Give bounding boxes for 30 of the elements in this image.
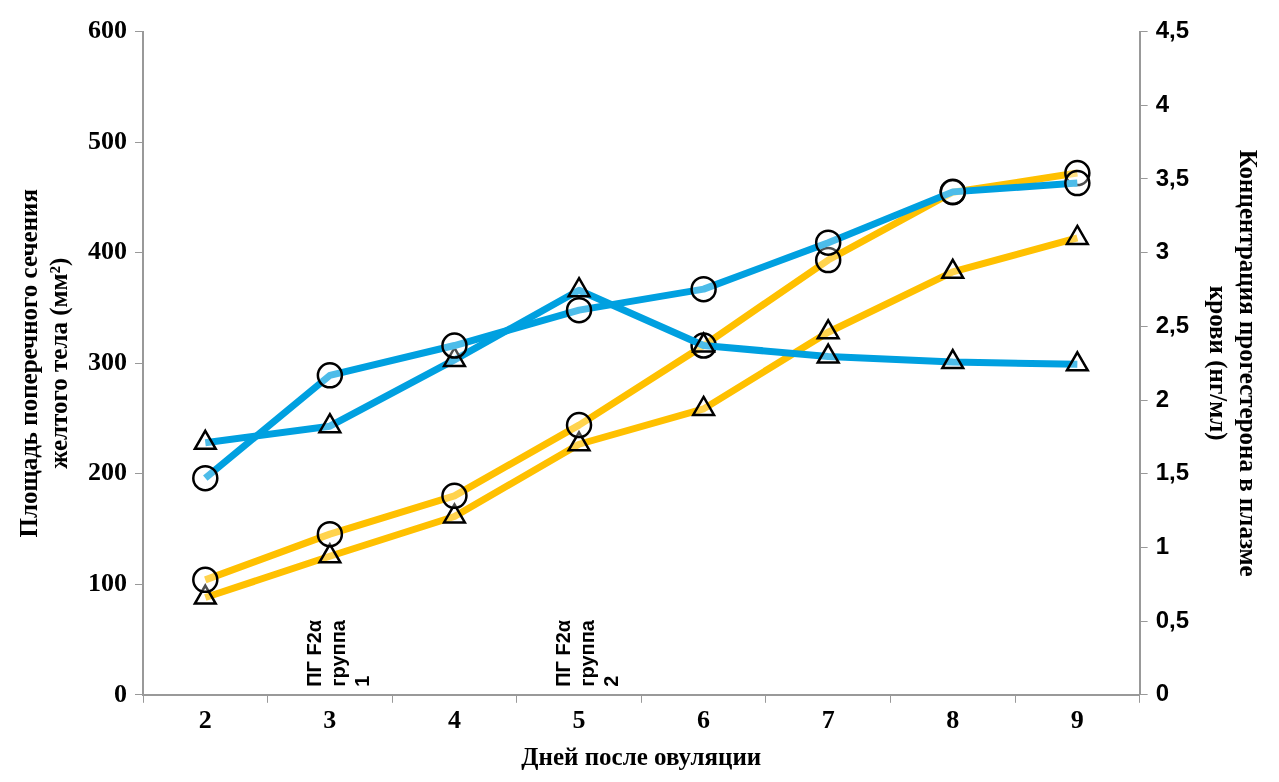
y2-tick-label: 3,5 xyxy=(1155,163,1190,191)
x-tick-label: 7 xyxy=(821,705,835,735)
y2-tick-label: 0,5 xyxy=(1155,605,1190,633)
y2-tick-label: 2 xyxy=(1155,384,1169,412)
y2-tick-label: 3 xyxy=(1155,237,1169,265)
annotation: ПГ F2α группа 2 xyxy=(552,619,623,687)
x-axis-title: Дней после овуляции xyxy=(521,743,762,771)
x-tick-label: 2 xyxy=(198,705,212,735)
x-tick-label: 4 xyxy=(447,705,461,735)
x-tick-label: 8 xyxy=(946,705,960,735)
x-tick-label: 6 xyxy=(697,705,711,735)
y2-tick-label: 1 xyxy=(1155,532,1169,560)
y2-axis-title: Концентрация прогестерона в плазме крови (нг/мл) xyxy=(1203,149,1262,577)
y2-tick-label: 1,5 xyxy=(1155,458,1190,486)
y2-tick-label: 4,5 xyxy=(1155,16,1190,44)
y2-tick-label: 0 xyxy=(1155,679,1169,707)
y-tick-label: 400 xyxy=(88,236,127,266)
y-tick-label: 0 xyxy=(114,678,127,708)
x-tick-label: 5 xyxy=(572,705,586,735)
y-tick-label: 500 xyxy=(88,125,127,155)
y-tick-label: 300 xyxy=(88,346,127,376)
y-tick-label: 100 xyxy=(88,567,127,597)
annotation: ПГ F2α группа 1 xyxy=(302,619,373,687)
y-tick-label: 600 xyxy=(88,15,127,45)
y2-tick-label: 2,5 xyxy=(1155,310,1190,338)
y2-tick-label: 4 xyxy=(1155,89,1170,117)
x-tick-label: 9 xyxy=(1070,705,1084,735)
y-tick-label: 200 xyxy=(88,457,127,487)
y-axis-title: Площадь поперечного сечения желтого тела (мм²) xyxy=(15,189,74,538)
x-tick-label: 3 xyxy=(323,705,337,735)
